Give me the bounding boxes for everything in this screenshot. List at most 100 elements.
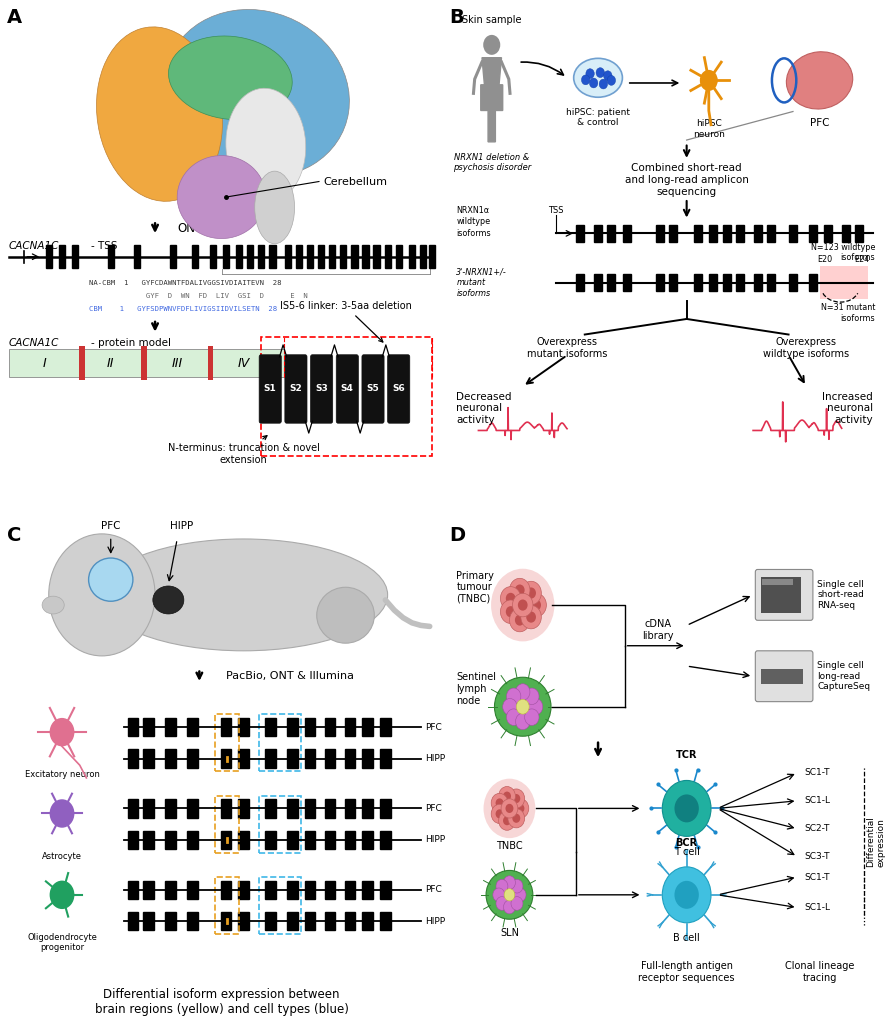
Circle shape bbox=[504, 888, 515, 901]
Text: Increased
neuronal
activity: Increased neuronal activity bbox=[822, 391, 873, 425]
Circle shape bbox=[506, 593, 516, 604]
Text: GYF  D  WN  FD  LIV  GSI  D      E  N: GYF D WN FD LIV GSI D E N bbox=[89, 293, 307, 299]
Text: hiPSC: patient
& control: hiPSC: patient & control bbox=[566, 108, 630, 127]
Bar bbox=[670, 274, 677, 292]
Bar bbox=[380, 799, 391, 817]
Bar bbox=[214, 877, 239, 934]
Text: HIPP: HIPP bbox=[425, 835, 446, 844]
Bar bbox=[345, 799, 355, 817]
Bar bbox=[762, 578, 793, 584]
Circle shape bbox=[603, 71, 612, 81]
Text: CACNA1C: CACNA1C bbox=[9, 338, 59, 348]
Text: CBM    1   GYFSDPWNVFDFLIVIGSIIDVILSETN  28: CBM 1 GYFSDPWNVFDFLIVIGSIIDVILSETN 28 bbox=[89, 306, 276, 311]
Text: Sentinel
lymph
node: Sentinel lymph node bbox=[456, 673, 496, 706]
Circle shape bbox=[515, 614, 525, 625]
Text: Overexpress
wildtype isoforms: Overexpress wildtype isoforms bbox=[763, 337, 850, 358]
Bar bbox=[165, 831, 175, 849]
Circle shape bbox=[508, 808, 525, 828]
Circle shape bbox=[491, 569, 555, 642]
Circle shape bbox=[499, 811, 516, 830]
Text: 3'-NRXN1+/-
mutant
isoforms: 3'-NRXN1+/- mutant isoforms bbox=[456, 267, 507, 298]
Bar bbox=[265, 912, 276, 930]
Text: N=123 wildtype
isoforms: N=123 wildtype isoforms bbox=[811, 242, 875, 262]
Bar bbox=[362, 880, 373, 899]
Circle shape bbox=[50, 799, 74, 828]
Text: Oligodendrocyte
progenitor: Oligodendrocyte progenitor bbox=[27, 933, 97, 952]
Bar bbox=[623, 274, 631, 292]
Bar bbox=[380, 831, 391, 849]
Bar bbox=[374, 245, 379, 268]
Bar bbox=[207, 346, 214, 380]
Bar bbox=[809, 274, 817, 292]
Bar bbox=[362, 831, 373, 849]
FancyBboxPatch shape bbox=[362, 354, 385, 423]
Bar bbox=[238, 831, 249, 849]
Bar bbox=[723, 274, 730, 292]
Bar bbox=[842, 225, 850, 242]
Circle shape bbox=[495, 809, 503, 819]
Text: S1: S1 bbox=[264, 384, 276, 393]
Text: E20: E20 bbox=[817, 255, 833, 264]
Bar bbox=[325, 718, 336, 736]
Text: S3: S3 bbox=[315, 384, 328, 393]
Text: I: I bbox=[43, 356, 46, 370]
Bar bbox=[108, 245, 114, 268]
Bar bbox=[221, 750, 231, 768]
Text: Primary
tumour
(TNBC): Primary tumour (TNBC) bbox=[456, 571, 494, 604]
Bar bbox=[287, 750, 298, 768]
Bar bbox=[214, 715, 239, 771]
Bar bbox=[723, 225, 730, 242]
Text: Differential isoform expression between
brain regions (yellow) and cell types (b: Differential isoform expression between … bbox=[95, 988, 348, 1016]
Bar bbox=[362, 245, 369, 268]
Bar bbox=[46, 245, 51, 268]
FancyBboxPatch shape bbox=[755, 651, 812, 701]
Text: N=31 mutant
isoforms: N=31 mutant isoforms bbox=[820, 303, 875, 322]
Bar bbox=[395, 245, 402, 268]
Bar bbox=[345, 718, 355, 736]
FancyBboxPatch shape bbox=[259, 354, 282, 423]
Text: Full-length antigen
receptor sequences: Full-length antigen receptor sequences bbox=[639, 961, 734, 983]
Ellipse shape bbox=[97, 27, 222, 201]
Bar bbox=[429, 245, 435, 268]
Bar bbox=[608, 225, 616, 242]
Bar bbox=[238, 750, 249, 768]
Ellipse shape bbox=[226, 88, 306, 202]
Text: Cerebellum: Cerebellum bbox=[323, 177, 387, 187]
Bar bbox=[330, 245, 335, 268]
Bar bbox=[188, 799, 198, 817]
Bar bbox=[594, 274, 602, 292]
Ellipse shape bbox=[317, 587, 374, 643]
Bar bbox=[594, 225, 602, 242]
Bar bbox=[694, 274, 702, 292]
Bar bbox=[345, 912, 355, 930]
Circle shape bbox=[503, 792, 511, 801]
Bar bbox=[144, 880, 154, 899]
Bar bbox=[325, 912, 336, 930]
Circle shape bbox=[501, 799, 517, 819]
Text: Overexpress
mutant isoforms: Overexpress mutant isoforms bbox=[527, 337, 607, 358]
Circle shape bbox=[511, 879, 523, 893]
Text: T cell: T cell bbox=[673, 846, 700, 857]
Ellipse shape bbox=[177, 155, 266, 238]
Bar bbox=[73, 245, 79, 268]
Bar bbox=[165, 750, 175, 768]
Bar bbox=[144, 718, 154, 736]
Circle shape bbox=[663, 781, 711, 836]
Text: SC1-L: SC1-L bbox=[804, 796, 830, 805]
Bar bbox=[761, 669, 803, 684]
Ellipse shape bbox=[486, 871, 532, 919]
Bar bbox=[221, 831, 231, 849]
Circle shape bbox=[526, 594, 547, 617]
Text: PFC: PFC bbox=[810, 118, 829, 128]
Bar bbox=[287, 880, 298, 899]
Text: PFC: PFC bbox=[101, 522, 120, 531]
Bar bbox=[188, 880, 198, 899]
Circle shape bbox=[484, 778, 535, 838]
Text: SC1-T: SC1-T bbox=[804, 873, 829, 881]
Text: cDNA
library: cDNA library bbox=[642, 619, 673, 641]
Text: S2: S2 bbox=[290, 384, 302, 393]
Bar bbox=[305, 912, 315, 930]
Circle shape bbox=[503, 876, 516, 889]
Circle shape bbox=[483, 35, 501, 54]
Bar bbox=[188, 750, 198, 768]
